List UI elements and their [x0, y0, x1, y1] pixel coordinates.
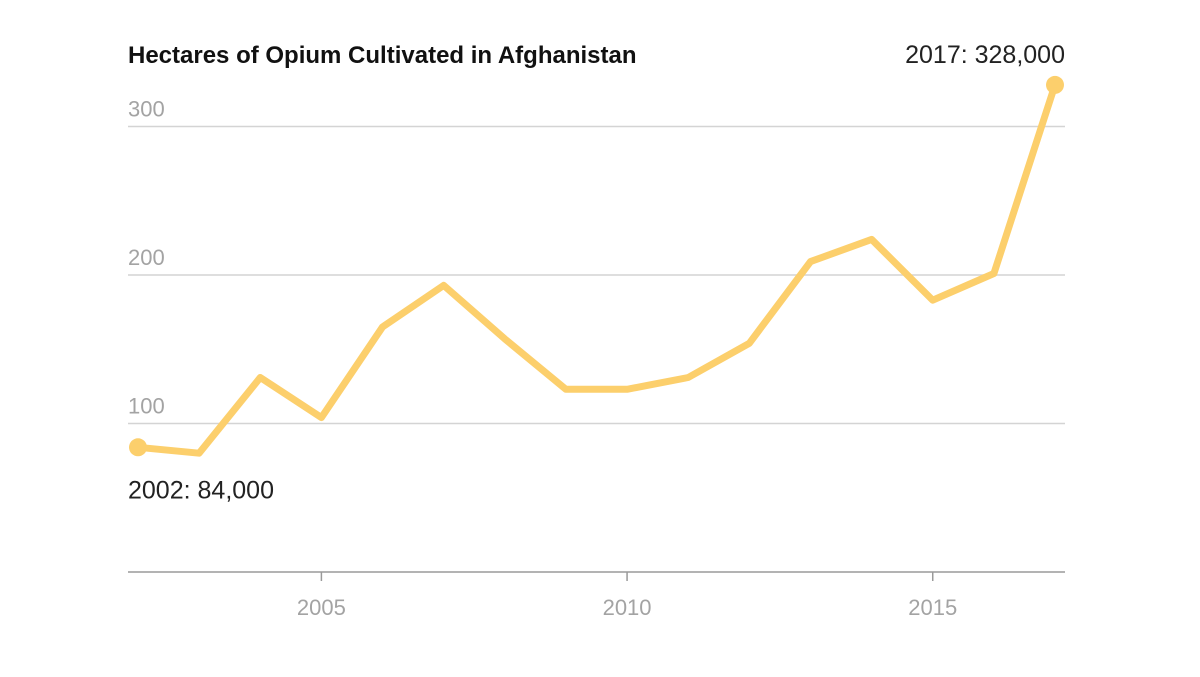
- annotations: 2002: 84,000 2017: 328,000: [128, 41, 1065, 504]
- annotation-label-2017: 2017: 328,000: [905, 41, 1065, 69]
- y-tick-label: 300: [128, 97, 165, 122]
- axes: 100 200 300 2005 2010 2015: [128, 97, 1065, 620]
- series-line: [134, 81, 1059, 457]
- series: [134, 81, 1059, 457]
- x-tick-label: 2005: [297, 595, 346, 620]
- chart-title: Hectares of Opium Cultivated in Afghanis…: [128, 42, 637, 69]
- y-tick-label: 100: [128, 394, 165, 419]
- x-tick-label: 2015: [908, 595, 957, 620]
- annotation-label-2002: 2002: 84,000: [128, 476, 274, 504]
- endpoint-dot-2017: [1046, 75, 1064, 94]
- y-tick-label: 200: [128, 245, 165, 270]
- x-tick-label: 2010: [603, 595, 652, 620]
- endpoint-dot-2002: [129, 438, 147, 457]
